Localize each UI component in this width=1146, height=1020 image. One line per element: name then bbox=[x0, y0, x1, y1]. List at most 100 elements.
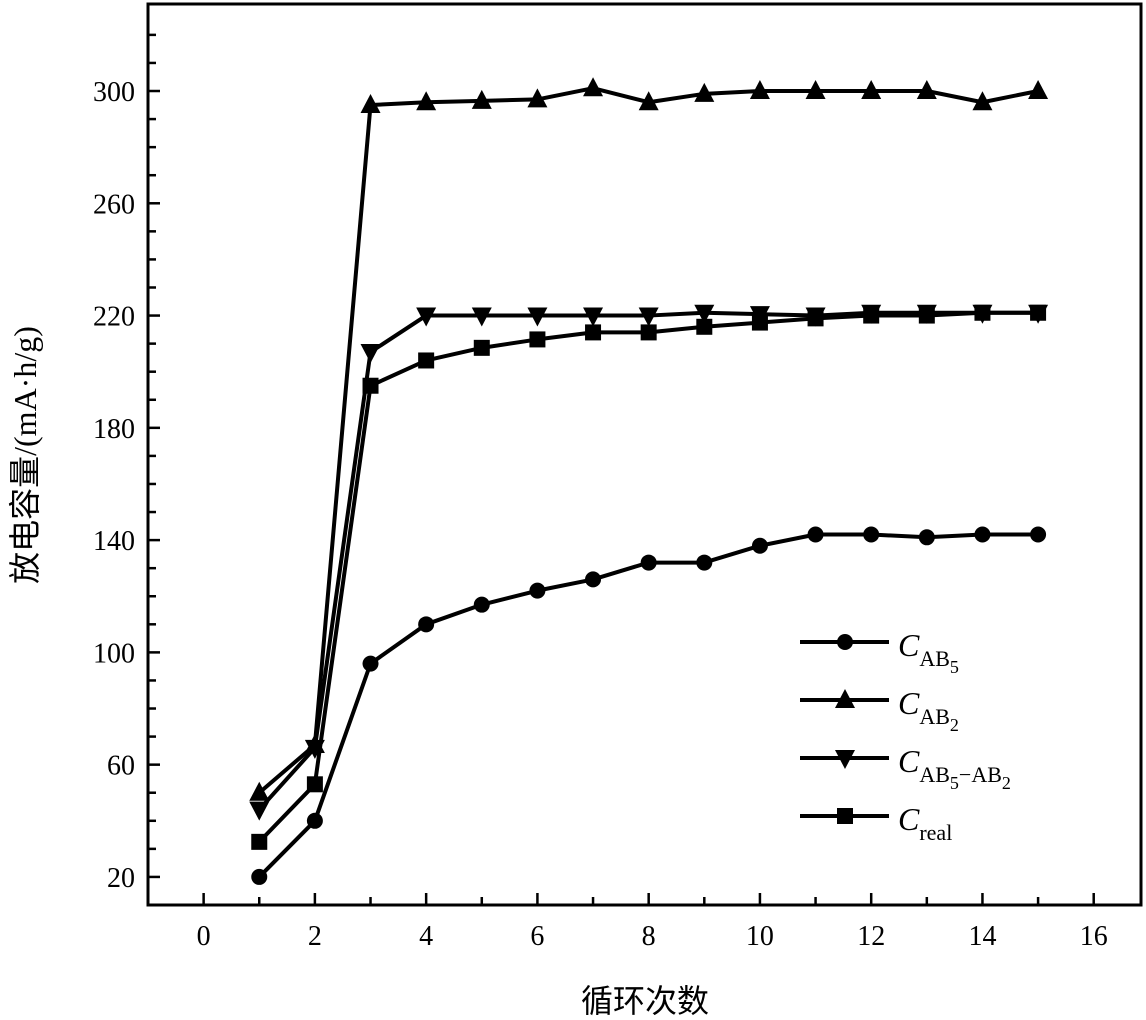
triangle-up-marker bbox=[249, 781, 270, 801]
triangle-up-marker bbox=[694, 82, 715, 102]
square-marker bbox=[418, 352, 435, 369]
square-marker bbox=[585, 324, 602, 341]
y-tick-label: 180 bbox=[93, 414, 135, 445]
triangle-down-marker bbox=[527, 307, 548, 327]
square-marker bbox=[974, 304, 991, 321]
triangle-down-marker bbox=[694, 304, 715, 324]
circle-marker bbox=[918, 529, 935, 546]
triangle-up-marker bbox=[360, 94, 381, 114]
series-c-ab5 bbox=[251, 526, 1047, 885]
x-tick-label: 0 bbox=[197, 921, 211, 952]
circle-marker bbox=[696, 554, 713, 571]
square-marker bbox=[751, 314, 768, 331]
y-tick-label: 140 bbox=[93, 526, 135, 557]
legend-item: CAB5 bbox=[800, 627, 959, 677]
triangle-up-marker bbox=[835, 689, 855, 708]
circle-marker bbox=[362, 655, 379, 672]
y-tick-label: 20 bbox=[107, 863, 135, 894]
triangle-up-marker bbox=[749, 80, 770, 100]
y-tick-label: 100 bbox=[93, 638, 135, 669]
y-tick-label: 60 bbox=[107, 751, 135, 782]
circle-marker bbox=[473, 596, 490, 613]
legend-subscript: 2 bbox=[1002, 773, 1011, 793]
triangle-down-marker bbox=[583, 307, 604, 327]
legend-subscript: AB bbox=[919, 646, 950, 671]
circle-marker bbox=[306, 812, 323, 829]
series-c-real bbox=[251, 304, 1047, 850]
square-marker bbox=[251, 833, 268, 850]
legend-label: Creal bbox=[898, 801, 952, 845]
triangle-up-marker bbox=[805, 80, 826, 100]
circle-marker bbox=[640, 554, 657, 571]
legend-label: CAB2 bbox=[898, 685, 959, 735]
circle-marker bbox=[863, 526, 880, 543]
triangle-down-marker bbox=[416, 307, 437, 327]
x-tick-label: 10 bbox=[746, 921, 774, 952]
triangle-up-marker bbox=[638, 91, 659, 111]
triangle-up-marker bbox=[583, 77, 604, 97]
square-marker bbox=[696, 318, 713, 335]
legend-subscript: −AB bbox=[959, 762, 1002, 787]
legend-subscript: AB bbox=[919, 762, 950, 787]
triangle-down-marker bbox=[835, 750, 855, 769]
x-tick-label: 8 bbox=[642, 921, 656, 952]
legend-subscript: 5 bbox=[950, 657, 959, 677]
y-tick-label: 300 bbox=[93, 77, 135, 108]
square-marker bbox=[362, 377, 379, 394]
triangle-up-marker bbox=[916, 80, 937, 100]
legend-subscript: 2 bbox=[950, 715, 959, 735]
series-c-ab2 bbox=[249, 77, 1049, 801]
square-marker bbox=[863, 307, 880, 324]
circle-marker bbox=[837, 634, 853, 650]
series-group bbox=[249, 77, 1049, 885]
y-tick-label: 220 bbox=[93, 302, 135, 333]
triangle-up-marker bbox=[527, 88, 548, 108]
square-marker bbox=[529, 331, 546, 348]
legend-item: CAB5−AB2 bbox=[800, 743, 1011, 793]
circle-marker bbox=[418, 616, 435, 633]
legend-symbol: C bbox=[898, 743, 920, 779]
triangle-up-marker bbox=[972, 91, 993, 111]
square-marker bbox=[1030, 304, 1047, 321]
square-marker bbox=[807, 310, 824, 327]
x-tick-label: 6 bbox=[530, 921, 544, 952]
legend-symbol: C bbox=[898, 627, 920, 663]
x-tick-label: 14 bbox=[968, 921, 996, 952]
legend-subscript: 5 bbox=[950, 773, 959, 793]
legend-label: CAB5−AB2 bbox=[898, 743, 1011, 793]
legend-subscript: real bbox=[919, 820, 952, 845]
circle-marker bbox=[1030, 526, 1047, 543]
circle-marker bbox=[529, 582, 546, 599]
circle-marker bbox=[807, 526, 824, 543]
legend-symbol: C bbox=[898, 801, 920, 837]
x-tick-label: 12 bbox=[857, 921, 885, 952]
circle-marker bbox=[251, 868, 268, 885]
triangle-down-marker bbox=[638, 307, 659, 327]
circle-marker bbox=[585, 571, 602, 588]
x-tick-label: 16 bbox=[1080, 921, 1108, 952]
legend-subscript: AB bbox=[919, 704, 950, 729]
circle-marker bbox=[974, 526, 991, 543]
circle-marker bbox=[751, 537, 768, 554]
triangle-up-marker bbox=[1028, 80, 1049, 100]
triangle-down-marker bbox=[360, 344, 381, 364]
square-marker bbox=[918, 307, 935, 324]
legend-label: CAB5 bbox=[898, 627, 959, 677]
y-tick-label: 260 bbox=[93, 189, 135, 220]
triangle-down-marker bbox=[249, 801, 270, 821]
triangle-up-marker bbox=[861, 80, 882, 100]
square-marker bbox=[640, 324, 657, 341]
axis-ticks: 0 2 4 6 8 10 12 14 16 20 60 100 140 180 220 260 300 bbox=[93, 33, 1108, 952]
x-tick-label: 4 bbox=[419, 921, 433, 952]
triangle-up-marker bbox=[416, 91, 437, 111]
triangle-up-marker bbox=[471, 89, 492, 109]
x-axis-title: 循环次数 bbox=[581, 983, 709, 1019]
plot-frame bbox=[146, 2, 1143, 907]
triangle-down-marker bbox=[471, 307, 492, 327]
square-marker bbox=[837, 808, 853, 824]
square-marker bbox=[306, 776, 323, 793]
y-axis-title: 放电容量/(mA·h/g) bbox=[7, 326, 43, 584]
legend-item: Creal bbox=[800, 801, 952, 845]
